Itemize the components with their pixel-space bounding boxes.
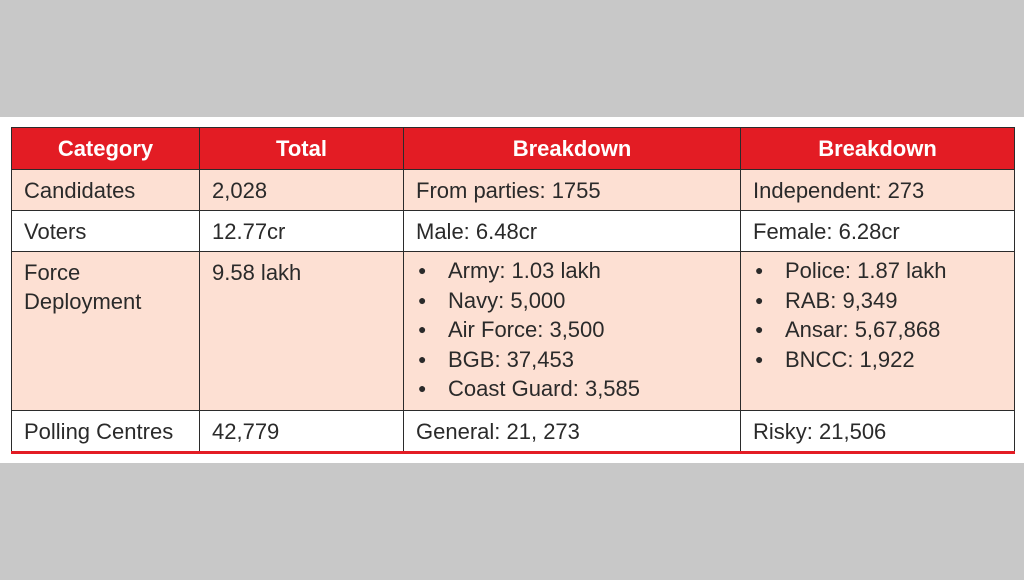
cell-category: Candidates — [11, 169, 200, 211]
breakdown-value: General: 21, 273 — [416, 419, 580, 444]
list-item: ● Coast Guard: 3,585 — [418, 374, 740, 404]
list-item-text: RAB: 9,349 — [785, 287, 898, 313]
category-line-1: Force — [24, 260, 81, 285]
category-label: Voters — [24, 219, 87, 244]
list-item: ● Air Force: 3,500 — [418, 315, 740, 345]
breakdown-value: Female: 6.28cr — [753, 219, 900, 244]
cell-breakdown-2: Independent: 273 — [740, 169, 1015, 211]
breakdown-value: Independent: 273 — [753, 178, 925, 203]
total-value: 12.77cr — [212, 219, 286, 244]
bullet-icon: ● — [755, 262, 764, 278]
election-stats-table: Category Total Breakdown Breakdown Candi… — [11, 127, 1015, 454]
breakdown-value: Male: 6.48cr — [416, 219, 538, 244]
category-label: Force Deployment — [12, 252, 199, 316]
forces-list-1: ● Army: 1.03 lakh ● Navy: 5,000 ● Air Force… — [404, 252, 740, 404]
list-item-text: Coast Guard: 3,585 — [448, 376, 641, 401]
list-item-text: Army: 1.03 lakh — [448, 258, 601, 283]
list-item-text: Navy: 5,000 — [448, 287, 566, 313]
category-label: Candidates — [24, 178, 136, 203]
total-value: 42,779 — [212, 419, 280, 444]
bullet-icon: ● — [418, 262, 427, 278]
forces-list-2: ● Police: 1.87 lakh ● RAB: 9,349 ● Ansar: 5… — [741, 252, 1014, 374]
list-item: ● Army: 1.03 lakh — [418, 256, 740, 286]
header-row: Category Total Breakdown Breakdown — [11, 127, 1015, 170]
header-total: Total — [199, 127, 404, 170]
list-item: ● BNCC: 1,922 — [755, 345, 1014, 375]
table-row-force-deployment: Force Deployment 9.58 lakh ● Army: 1.03 l… — [11, 251, 1015, 411]
list-item-text: Ansar: 5,67,868 — [785, 317, 941, 342]
total-value: 2,028 — [212, 178, 268, 203]
list-item-text: Air Force: 3,500 — [448, 317, 605, 342]
bullet-icon: ● — [418, 291, 427, 308]
list-item: ● Ansar: 5,67,868 — [755, 315, 1014, 345]
list-item: ● RAB: 9,349 — [755, 286, 1014, 316]
list-item-text: BNCC: 1,922 — [785, 346, 915, 372]
cell-breakdown-2: ● Police: 1.87 lakh ● RAB: 9,349 ● Ansar: 5… — [740, 251, 1015, 411]
cell-total: 2,028 — [199, 169, 404, 211]
bullet-icon: ● — [755, 291, 764, 308]
header-breakdown-1: Breakdown — [403, 127, 741, 170]
table-row-voters: Voters 12.77cr Male: 6.48cr Female: 6.28… — [11, 210, 1015, 252]
table-row-candidates: Candidates 2,028 From parties: 1755 Inde… — [11, 169, 1015, 211]
category-label: Polling Centres — [24, 419, 174, 444]
cell-category: Force Deployment — [11, 251, 200, 411]
cell-breakdown-2: Female: 6.28cr — [740, 210, 1015, 252]
cell-total: 12.77cr — [199, 210, 404, 252]
header-category: Category — [11, 127, 200, 170]
bullet-icon: ● — [755, 321, 764, 337]
cell-breakdown-1: From parties: 1755 — [403, 169, 741, 211]
header-breakdown-2: Breakdown — [740, 127, 1015, 170]
cell-breakdown-2: Risky: 21,506 — [740, 410, 1015, 453]
cell-category: Polling Centres — [11, 410, 200, 453]
cell-breakdown-1: Male: 6.48cr — [403, 210, 741, 252]
breakdown-value: From parties: 1755 — [416, 178, 601, 203]
bullet-icon: ● — [755, 350, 764, 367]
list-item: ● Navy: 5,000 — [418, 286, 740, 316]
list-item-text: BGB: 37,453 — [448, 346, 574, 372]
list-item-text: Police: 1.87 lakh — [785, 258, 947, 283]
breakdown-value: Risky: 21,506 — [753, 419, 887, 444]
cell-breakdown-1: ● Army: 1.03 lakh ● Navy: 5,000 ● Air Force… — [403, 251, 741, 411]
category-line-2: Deployment — [24, 289, 142, 314]
bullet-icon: ● — [418, 321, 427, 337]
cell-breakdown-1: General: 21, 273 — [403, 410, 741, 453]
cell-category: Voters — [11, 210, 200, 252]
bullet-icon: ● — [418, 350, 427, 367]
list-item: ● BGB: 37,453 — [418, 345, 740, 375]
bullet-icon: ● — [418, 380, 427, 396]
cell-total: 42,779 — [199, 410, 404, 453]
total-value: 9.58 lakh — [212, 260, 302, 285]
list-item: ● Police: 1.87 lakh — [755, 256, 1014, 286]
cell-total: 9.58 lakh — [199, 251, 404, 411]
table-row-polling-centres: Polling Centres 42,779 General: 21, 273 … — [11, 410, 1015, 453]
